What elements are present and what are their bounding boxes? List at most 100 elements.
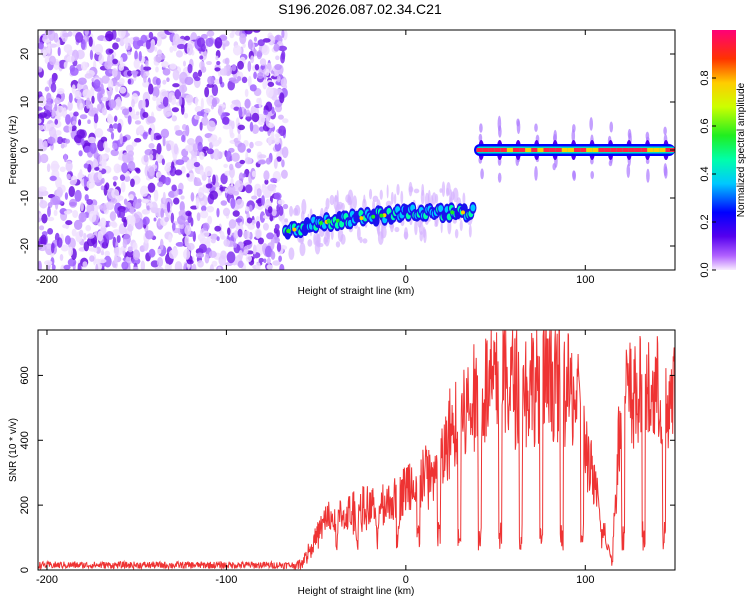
signal-halo-cell: [379, 189, 383, 200]
noise-cell: [133, 58, 140, 69]
noise-cell: [159, 238, 164, 251]
noise-cell: [223, 65, 227, 77]
noise-cell: [169, 63, 177, 70]
noise-cell: [54, 129, 62, 136]
snr-xtick-label: -100: [215, 574, 237, 586]
noise-cell: [137, 198, 142, 204]
noise-cell: [56, 186, 63, 199]
snr-frame: [37, 329, 676, 571]
noise-cell: [51, 264, 56, 270]
noise-cell: [87, 119, 91, 124]
strong-signal-core: [476, 148, 483, 152]
noise-cell: [75, 32, 84, 43]
snr-ytick-label: 400: [19, 431, 31, 449]
noise-cell: [140, 260, 146, 270]
noise-cell: [223, 163, 228, 169]
noise-cell: [203, 108, 211, 114]
noise-cell: [267, 122, 275, 129]
colorbar: 0.0 0.2 0.4 0.6 0.8 Normalized spectral ampl…: [699, 30, 747, 278]
noise-cell: [105, 201, 115, 210]
noise-cell: [127, 115, 132, 125]
noise-cell: [274, 223, 280, 230]
noise-cell: [270, 239, 275, 250]
harmonic-streak: [572, 124, 576, 133]
noise-cell: [142, 66, 152, 71]
noise-cell: [254, 186, 258, 199]
noise-cell: [90, 86, 95, 99]
spectrogram-ytick-label: -10: [19, 190, 31, 206]
noise-cell: [251, 195, 258, 200]
signal-halo-cell: [289, 205, 294, 217]
noise-cell: [204, 86, 210, 98]
spectrogram-cells: [38, 30, 675, 270]
noise-cell: [54, 118, 59, 125]
noise-cell: [280, 52, 285, 64]
noise-cell: [239, 159, 246, 165]
noise-cell: [94, 43, 104, 55]
noise-cell: [168, 30, 178, 33]
noise-cell: [243, 249, 249, 254]
noise-cell: [129, 206, 135, 215]
noise-cell: [256, 188, 262, 198]
strong-signal-core: [506, 148, 513, 152]
noise-cell: [180, 104, 185, 115]
noise-cell: [80, 202, 84, 212]
noise-cell: [183, 248, 191, 260]
signal-halo-cell: [340, 202, 345, 211]
harmonic-streak: [534, 123, 538, 132]
noise-cell: [155, 135, 162, 140]
signal-halo-cell: [421, 183, 425, 196]
noise-cell: [83, 163, 89, 169]
noise-cell: [50, 82, 57, 93]
noise-cell: [239, 221, 243, 232]
noise-cell: [212, 174, 216, 186]
noise-cell: [145, 39, 151, 50]
noise-cell: [64, 235, 71, 245]
noise-cell: [273, 43, 280, 52]
noise-cell: [78, 77, 87, 85]
signal-halo-cell: [345, 194, 351, 203]
noise-cell: [62, 224, 69, 229]
noise-cell: [276, 242, 282, 252]
noise-cell: [101, 177, 105, 184]
noise-cell: [107, 79, 114, 92]
signal-halo-cell: [372, 199, 376, 211]
noise-cell: [157, 217, 162, 227]
noise-cell: [142, 209, 148, 215]
noise-cell: [214, 225, 222, 232]
spectrogram-x-ticks: -200 -100 0 100: [36, 30, 594, 286]
signal-halo-cell: [294, 204, 301, 216]
noise-cell: [162, 68, 171, 76]
strong-signal-core: [519, 148, 526, 152]
noise-cell: [281, 146, 289, 159]
noise-cell: [204, 165, 213, 177]
noise-cell: [42, 140, 48, 151]
noise-cell: [87, 136, 97, 144]
noise-cell: [175, 242, 185, 247]
noise-cell: [180, 165, 186, 174]
noise-cell: [275, 55, 280, 61]
signal-halo-cell: [423, 228, 427, 244]
noise-cell: [170, 212, 175, 224]
noise-cell: [243, 239, 252, 246]
strong-signal-core: [561, 148, 568, 152]
noise-cell: [84, 73, 93, 79]
strong-signal-core: [549, 148, 556, 152]
noise-cell: [38, 139, 44, 150]
noise-cell: [145, 60, 149, 67]
noise-cell: [120, 181, 126, 193]
noise-cell: [267, 183, 276, 192]
noise-cell: [255, 261, 261, 270]
noise-cell: [259, 211, 266, 223]
noise-cell: [184, 235, 190, 247]
noise-cell: [207, 215, 213, 225]
signal-halo-cell: [335, 204, 340, 214]
noise-cell: [206, 83, 215, 88]
noise-cell: [203, 112, 208, 119]
noise-cell: [115, 37, 121, 42]
strong-signal-core: [555, 148, 562, 152]
noise-cell: [123, 218, 128, 228]
signal-cell-core: [470, 204, 476, 212]
noise-cell: [244, 98, 251, 109]
